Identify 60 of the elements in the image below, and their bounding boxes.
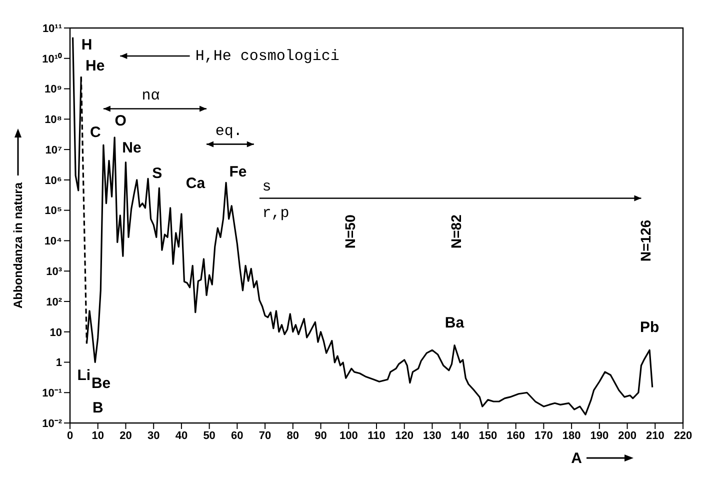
- x-axis-title: A: [571, 450, 582, 467]
- x-tick-label: 150: [478, 430, 498, 442]
- x-tick-label: 210: [646, 430, 664, 442]
- annotation: Ca: [186, 174, 206, 192]
- annotation: nα: [142, 87, 160, 104]
- annotation: N=50: [342, 214, 358, 248]
- annotation: Be: [91, 375, 111, 392]
- x-tick-label: 80: [286, 430, 300, 442]
- annotation: B: [92, 399, 104, 416]
- y-tick-label: 10¹¹: [42, 22, 62, 35]
- annotation: Pb: [640, 319, 660, 336]
- x-tick-label: 130: [423, 430, 442, 442]
- x-tick-label: 190: [590, 430, 609, 442]
- y-tick-label: 10⁹: [44, 84, 62, 96]
- y-tick-label: 10³: [46, 266, 62, 278]
- x-tick-label: 220: [674, 430, 692, 442]
- annotation: N=126: [637, 220, 654, 262]
- annotation: Ne: [122, 139, 142, 156]
- x-tick-label: 0: [66, 430, 74, 442]
- x-tick-label: 140: [450, 430, 470, 442]
- annotation: H: [81, 36, 92, 54]
- y-tick-label: 10⁻¹: [42, 388, 62, 400]
- y-tick-label: 10⁷: [45, 144, 62, 156]
- annotation: Ba: [444, 314, 465, 332]
- x-tick-label: 70: [258, 430, 272, 442]
- annotation: eq.: [215, 123, 242, 140]
- x-tick-label: 60: [231, 430, 244, 442]
- x-tick-label: 90: [314, 430, 327, 442]
- x-tick-label: 10: [92, 430, 104, 442]
- annotation: H,He cosmologici: [195, 48, 340, 65]
- annotation: O: [114, 112, 127, 130]
- x-tick-label: 100: [339, 430, 358, 442]
- y-tick-label: 10⁵: [44, 205, 62, 218]
- y-tick-label: 10⁸: [44, 114, 62, 126]
- y-tick-label: 10⁶: [44, 174, 62, 187]
- x-tick-label: 20: [120, 430, 132, 442]
- annotation: Fe: [229, 164, 247, 181]
- x-tick-label: 200: [618, 430, 636, 442]
- annotation: r,p: [262, 205, 290, 222]
- annotation: C: [90, 124, 102, 142]
- y-tick-label: 10: [50, 326, 62, 339]
- x-tick-label: 110: [368, 430, 386, 442]
- y-tick-label: 10²: [46, 296, 62, 308]
- y-tick-label: 10⁴: [44, 236, 62, 248]
- x-tick-label: 160: [506, 430, 525, 442]
- x-tick-label: 120: [395, 430, 414, 442]
- y-tick-label: 10¹⁰: [42, 52, 62, 66]
- annotation: Li: [77, 367, 91, 384]
- x-tick-label: 50: [203, 430, 216, 442]
- annotation: N=82: [448, 214, 464, 248]
- y-tick-label: 10⁻²: [42, 418, 62, 430]
- annotation: He: [86, 58, 105, 75]
- annotation: s: [262, 178, 272, 196]
- y-axis-title: Abbondanza in natura: [11, 182, 25, 308]
- x-tick-label: 180: [562, 430, 581, 442]
- y-tick-label: 1: [56, 357, 62, 370]
- x-tick-label: 40: [175, 430, 188, 442]
- x-tick-label: 170: [534, 430, 553, 442]
- annotation: S: [152, 165, 162, 182]
- x-tick-label: 30: [147, 430, 160, 442]
